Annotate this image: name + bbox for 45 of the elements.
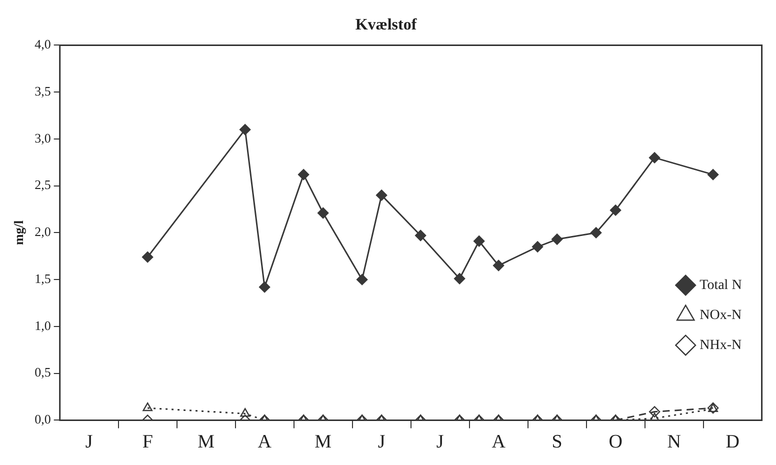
x-tick-label: N: [667, 432, 682, 453]
point: [239, 124, 251, 136]
point: [258, 281, 270, 293]
x-tick-label: J: [85, 432, 93, 453]
y-tick-label: 2,5: [34, 177, 51, 192]
x-tick-label: S: [552, 432, 562, 453]
point: [492, 260, 504, 272]
chart-title: Kvælstof: [355, 16, 418, 34]
point: [707, 168, 719, 180]
point: [454, 273, 466, 284]
point: [376, 190, 388, 201]
point: [142, 251, 154, 263]
legend-label: Total N: [700, 278, 742, 293]
point: [590, 227, 602, 238]
y-tick-label: 1,5: [34, 270, 51, 286]
y-tick-label: 0,5: [34, 364, 51, 380]
legend-label: NHx-N: [700, 338, 742, 353]
x-tick-label: O: [608, 432, 622, 453]
x-tick-label: A: [258, 432, 272, 453]
x-tick-label: J: [436, 432, 444, 453]
y-tick-label: 3,0: [34, 130, 51, 146]
y-tick-label: 1,0: [34, 318, 51, 333]
y-tick-label: 4,0: [34, 36, 51, 52]
point: [610, 204, 622, 216]
point: [298, 168, 310, 180]
legend-label: NOx-N: [700, 308, 742, 323]
y-tick-label: 3,5: [34, 83, 51, 98]
x-tick-label: J: [378, 432, 386, 453]
point: [317, 207, 329, 219]
point: [648, 152, 660, 164]
x-tick-label: A: [492, 432, 506, 453]
x-tick-label: D: [726, 432, 740, 453]
x-tick-label: F: [142, 432, 153, 453]
point: [414, 230, 426, 242]
point: [551, 234, 563, 245]
x-tick-label: M: [314, 432, 332, 453]
point: [532, 241, 544, 252]
y-axis-title: mg/l: [11, 220, 26, 245]
y-tick-label: 2,0: [34, 224, 51, 240]
point: [473, 236, 485, 247]
y-tick-label: 0,0: [34, 412, 51, 427]
x-tick-label: M: [198, 432, 215, 453]
point: [240, 408, 250, 417]
point: [142, 402, 153, 412]
point: [356, 274, 368, 286]
